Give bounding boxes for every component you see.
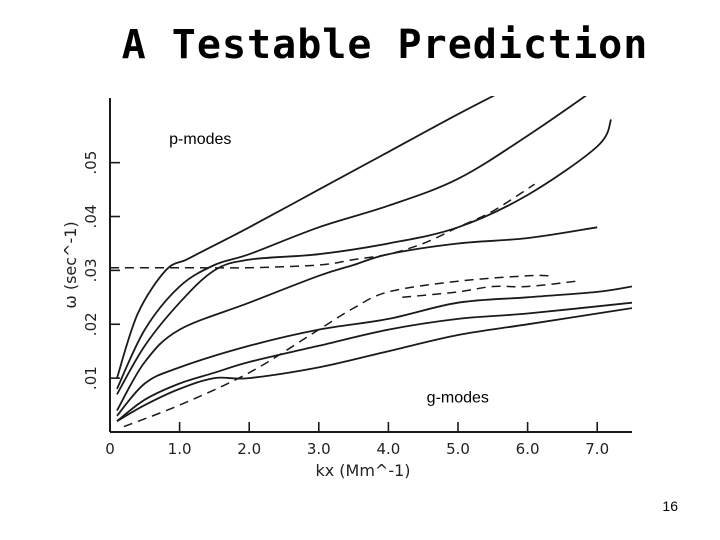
mode-curve-3 [116,119,612,395]
mode-curve-8 [402,280,577,299]
mode-curve-9 [116,301,632,422]
y-tick-label: .05 [82,151,100,175]
x-tick-label: 3.0 [307,440,331,458]
mode-curve-6 [116,285,632,417]
x-axis-title: kx (Mm^-1) [315,461,410,480]
mode-curve-1 [116,96,496,379]
slide-title: A Testable Prediction [121,22,649,68]
y-tick-label: .02 [82,312,100,336]
x-tick-label: 0 [105,440,115,458]
y-tick-label: .01 [82,366,100,390]
x-tick-label: 5.0 [446,440,470,458]
x-tick-label: 6.0 [516,440,540,458]
annotation-pmodes: p-modes [169,131,231,148]
mode-curve-4 [110,183,536,269]
x-tick-label: 4.0 [376,440,400,458]
y-axis-title: ω (sec^-1) [61,221,80,308]
x-tick-label: 1.0 [168,440,192,458]
x-tick-label: 2.0 [237,440,261,458]
page-number: 16 [662,498,678,514]
x-tick-label: 7.0 [585,440,609,458]
mode-curve-7 [123,274,549,428]
mode-curve-2 [116,96,587,390]
mode-curve-5 [116,226,598,411]
mode-curve-10 [116,307,632,422]
y-tick-label: .03 [82,258,100,282]
annotation-gmodes: g-modes [427,389,489,406]
y-tick-label: .04 [82,205,100,229]
